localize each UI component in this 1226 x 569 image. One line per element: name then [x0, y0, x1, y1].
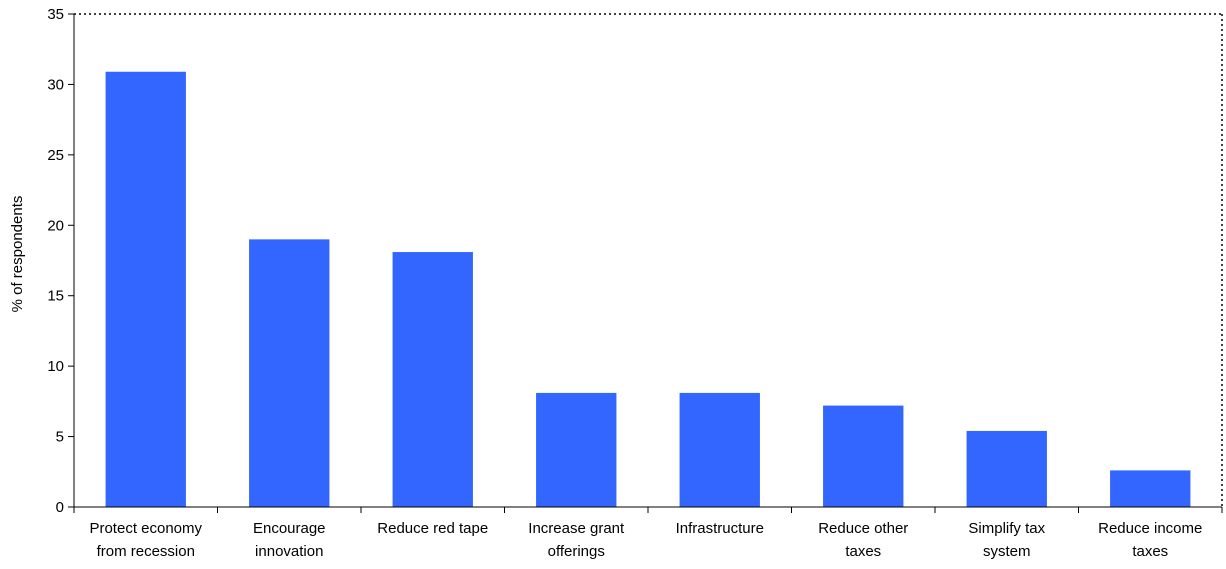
y-axis: 0 5 10 15 20 25 30 35 — [47, 6, 75, 516]
y-tick-label: 20 — [47, 217, 64, 234]
y-tick-label: 35 — [47, 6, 64, 23]
bar — [1110, 470, 1191, 507]
x-tick-label: Protect economy from recession — [89, 520, 202, 560]
bar — [679, 392, 760, 507]
x-axis: Protect economy from recession Encourage in… — [73, 506, 1223, 560]
x-tick-label: Simplify tax system — [968, 520, 1045, 560]
bars — [105, 71, 1191, 507]
bar — [249, 239, 330, 507]
plot-frame — [74, 13, 1223, 507]
bar — [392, 252, 473, 507]
y-tick-label: 5 — [56, 429, 64, 446]
x-tick-label: Encourage innovation — [253, 520, 326, 560]
y-axis-title: % of respondents — [9, 196, 26, 313]
y-tick-label: 15 — [47, 288, 64, 305]
bar — [536, 392, 617, 507]
bar — [823, 405, 904, 507]
x-tick-label: Reduce other taxes — [818, 520, 908, 560]
x-tick-label: Reduce red tape — [377, 520, 488, 537]
bar — [966, 430, 1047, 507]
x-tick-label: Reduce income taxes — [1098, 520, 1202, 560]
y-tick-label: 25 — [47, 147, 64, 164]
x-tick-label: Infrastructure — [676, 520, 764, 537]
y-tick-label: 10 — [47, 358, 64, 375]
bar — [105, 71, 186, 507]
x-tick-label: Increase grant offerings — [528, 520, 625, 560]
y-tick-label: 30 — [47, 76, 64, 93]
y-tick-label: 0 — [56, 499, 64, 516]
